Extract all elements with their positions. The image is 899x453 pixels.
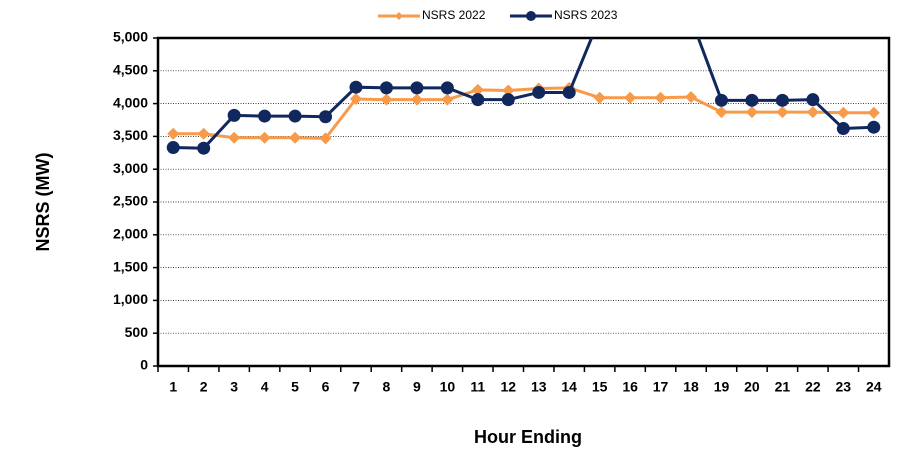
marker [471, 93, 485, 107]
y-tick-label: 2,000 [113, 226, 148, 242]
marker [714, 93, 728, 107]
marker [227, 108, 241, 122]
marker [197, 127, 210, 140]
marker [440, 81, 454, 95]
marker [532, 85, 546, 99]
marker [715, 106, 728, 119]
marker [258, 131, 271, 144]
marker [776, 106, 789, 119]
x-axis-label: Hour Ending [474, 427, 582, 447]
marker [624, 12, 637, 25]
marker [288, 109, 302, 123]
x-tick-label: 22 [805, 379, 821, 395]
marker [502, 84, 515, 97]
y-tick-label: 4,500 [113, 62, 148, 78]
x-tick-label: 10 [440, 379, 456, 395]
marker [654, 12, 667, 25]
y-tick-label: 5,000 [113, 29, 148, 45]
legend-marker [526, 11, 536, 21]
x-tick-label: 15 [592, 379, 608, 395]
marker [593, 91, 606, 104]
marker [166, 141, 180, 155]
marker [410, 81, 424, 95]
y-tick-label: 500 [125, 324, 149, 340]
marker [624, 91, 637, 104]
x-tick-label: 14 [561, 379, 577, 395]
marker [319, 132, 332, 145]
marker [745, 106, 758, 119]
x-tick-label: 12 [500, 379, 516, 395]
marker [441, 93, 454, 106]
y-tick-label: 3,500 [113, 127, 148, 143]
y-tick-label: 1,000 [113, 291, 148, 307]
marker [167, 127, 180, 140]
x-tick-label: 19 [714, 379, 730, 395]
marker [380, 93, 393, 106]
y-axis-label: NSRS (MW) [33, 153, 53, 252]
marker [501, 93, 515, 107]
marker [745, 93, 759, 107]
marker [289, 131, 302, 144]
marker [836, 122, 850, 136]
x-tick-label: 21 [775, 379, 791, 395]
x-tick-label: 17 [653, 379, 669, 395]
marker [837, 106, 850, 119]
marker [410, 93, 423, 106]
legend-label: NSRS 2023 [554, 8, 618, 22]
x-tick-label: 23 [836, 379, 852, 395]
x-tick-label: 2 [200, 379, 208, 395]
marker [654, 91, 667, 104]
y-tick-label: 1,500 [113, 258, 148, 274]
x-tick-label: 13 [531, 379, 547, 395]
legend-label: NSRS 2022 [422, 8, 486, 22]
x-tick-label: 4 [261, 379, 269, 395]
marker [349, 80, 363, 94]
marker [806, 106, 819, 119]
x-tick-label: 11 [470, 379, 485, 395]
x-tick-label: 6 [322, 379, 330, 395]
x-tick-label: 18 [683, 379, 699, 395]
marker [319, 110, 333, 124]
x-tick-label: 1 [169, 379, 177, 395]
x-tick-label: 9 [413, 379, 421, 395]
plot-area [166, 12, 881, 155]
x-tick-label: 5 [291, 379, 299, 395]
marker [806, 93, 820, 107]
marker [471, 83, 484, 96]
marker [349, 93, 362, 106]
marker [775, 93, 789, 107]
x-tick-label: 7 [352, 379, 360, 395]
marker [867, 106, 880, 119]
y-tick-label: 2,500 [113, 193, 148, 209]
x-tick-label: 8 [383, 379, 391, 395]
y-tick-label: 3,000 [113, 160, 148, 176]
x-tick-label: 24 [866, 379, 882, 395]
marker [685, 12, 698, 25]
marker [867, 120, 881, 134]
marker [379, 81, 393, 95]
legend-marker [395, 12, 403, 20]
marker [562, 85, 576, 99]
y-tick-label: 0 [140, 357, 148, 373]
marker [258, 109, 272, 123]
marker [228, 131, 241, 144]
marker [197, 141, 211, 155]
y-tick-label: 4,000 [113, 94, 148, 110]
marker [685, 91, 698, 104]
x-tick-label: 20 [744, 379, 760, 395]
x-tick-label: 16 [622, 379, 638, 395]
x-tick-label: 3 [230, 379, 238, 395]
